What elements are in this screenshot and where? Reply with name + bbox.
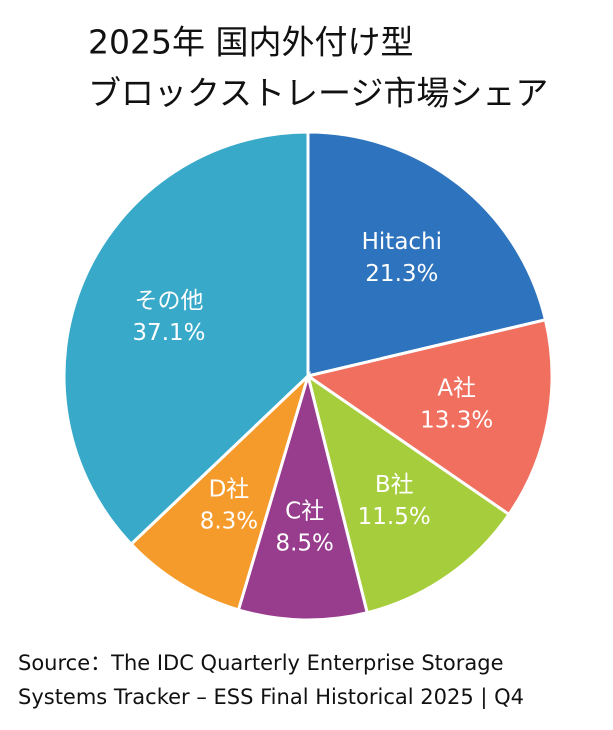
slice-value-label: 21.3% — [365, 261, 438, 287]
slice-value-label: 13.3% — [420, 407, 493, 433]
pie-slice — [129, 371, 312, 612]
pie: Hitachi 21.3% A社 13.3% B社 11.5% C社 8.5% D社 8.3% その… — [62, 130, 554, 622]
slice-label: その他 — [134, 288, 203, 314]
slice-label: B社 — [375, 472, 414, 498]
pie-slice — [306, 130, 548, 378]
chart-title: ブロックストレージ市場シェア — [88, 74, 548, 113]
slice-label: Hitachi — [362, 229, 442, 255]
pie-slice — [236, 370, 370, 622]
source: Systems Tracker – ESS Final Historical 2… — [18, 685, 524, 710]
source: Source：The IDC Quarterly Enterprise Stor… — [18, 651, 504, 675]
chart-title: 2025年 国内外付け型 — [88, 23, 413, 62]
slice-label: A社 — [437, 375, 476, 401]
slice-value-label: 37.1% — [132, 320, 205, 346]
pie-slice — [304, 317, 554, 517]
slice-label: D社 — [209, 476, 250, 502]
slice-value-label: 8.3% — [200, 508, 258, 534]
slice-label: C社 — [285, 499, 324, 525]
pie-slice — [62, 130, 310, 547]
slice-value-label: 11.5% — [358, 504, 431, 530]
pie-slice — [305, 372, 512, 615]
slice-value-label: 8.5% — [275, 531, 333, 557]
